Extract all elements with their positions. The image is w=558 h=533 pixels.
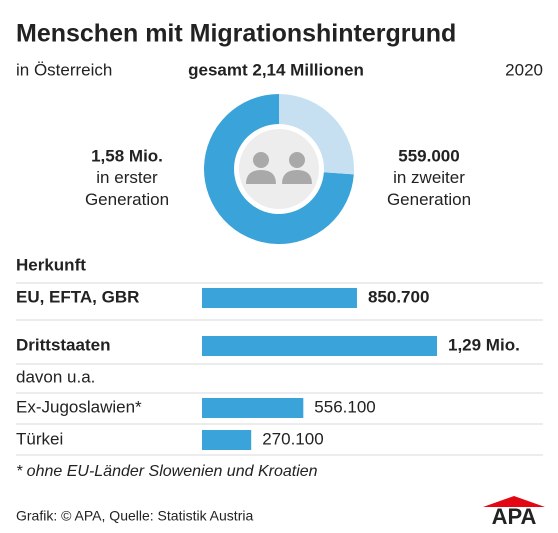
region: in Österreich <box>16 60 112 79</box>
logo: APA <box>483 496 545 529</box>
bar <box>202 288 357 308</box>
value-label: 556.100 <box>314 397 375 416</box>
icon <box>236 126 322 212</box>
value-label: 559.000 <box>398 146 459 165</box>
value-label: 850.700 <box>368 287 429 306</box>
value-label: 1,29 Mio. <box>448 335 520 354</box>
category-label: EU, EFTA, GBR <box>16 287 139 306</box>
category-label: Ex-Jugoslawien* <box>16 397 142 416</box>
footnote: * ohne EU-Länder Slowenien und Kroatien <box>16 463 318 480</box>
total: gesamt 2,14 Millionen <box>188 60 364 79</box>
bar-title: Herkunft <box>16 255 86 274</box>
year: 2020 <box>505 60 543 79</box>
category-label: in zweiter Generation <box>387 168 471 209</box>
value-label: 270.100 <box>262 429 323 448</box>
source: Grafik: © APA, Quelle: Statistik Austria <box>16 508 253 524</box>
donut-segment <box>279 94 355 175</box>
bar <box>202 398 304 418</box>
donut-segment <box>204 94 354 244</box>
bar-note: davon u.a. <box>16 367 95 386</box>
value-label: 1,58 Mio. <box>91 146 163 165</box>
title: Menschen mit Migrationshintergrund <box>16 20 456 48</box>
bar <box>202 336 437 356</box>
category-label: in erster Generation <box>85 168 169 209</box>
category-label: Drittstaaten <box>16 335 110 354</box>
bar <box>202 430 252 450</box>
category-label: Türkei <box>16 429 63 448</box>
logo-text: APA <box>492 504 537 529</box>
